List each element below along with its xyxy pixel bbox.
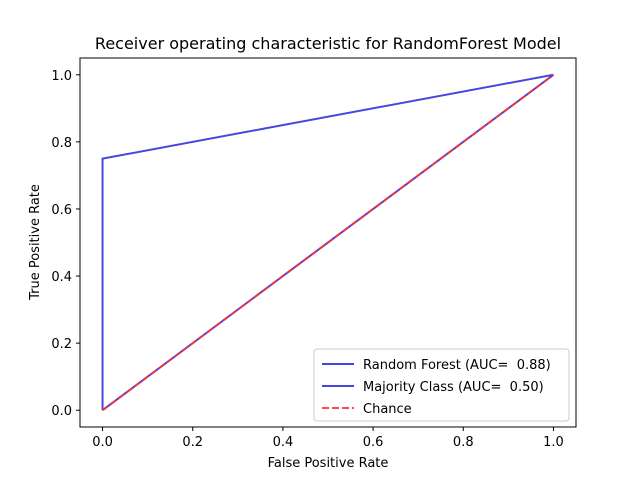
y-tick-label: 0.0: [51, 404, 72, 419]
y-tick-label: 0.2: [51, 337, 72, 352]
series-line-0: [101, 73, 554, 411]
series-line-2: [101, 73, 555, 412]
x-tick-label: 0.2: [182, 435, 203, 450]
series-layer: [101, 73, 555, 412]
y-tick-label: 0.6: [51, 203, 72, 218]
legend-label-1: Majority Class (AUC= 0.50): [363, 380, 544, 395]
legend-label-0: Random Forest (AUC= 0.88): [363, 358, 551, 373]
y-axis-label: True Positive Rate: [28, 184, 43, 301]
chart-title: Receiver operating characteristic for Ra…: [95, 34, 561, 53]
x-tick-label: 1.0: [543, 435, 564, 450]
legend-entries: Random Forest (AUC= 0.88) Majority Class …: [322, 358, 551, 417]
y-tick-label: 0.8: [51, 136, 72, 151]
legend-frame: [313, 348, 570, 422]
legend: Random Forest (AUC= 0.88) Majority Class …: [313, 348, 570, 422]
x-tick-label: 0.4: [273, 435, 294, 450]
x-tick-label: 0.0: [92, 435, 113, 450]
x-ticks: 0.0 0.2 0.4 0.6 0.8 1.0: [92, 427, 564, 450]
y-tick-label: 0.4: [51, 270, 72, 285]
x-axis-label: False Positive Rate: [268, 456, 389, 471]
legend-label-2: Chance: [363, 402, 412, 417]
x-tick-label: 0.8: [453, 435, 474, 450]
plot-frame: [79, 57, 577, 428]
y-ticks: 0.0 0.2 0.4 0.6 0.8 1.0: [51, 69, 80, 419]
x-tick-label: 0.6: [363, 435, 384, 450]
y-tick-label: 1.0: [51, 69, 72, 84]
